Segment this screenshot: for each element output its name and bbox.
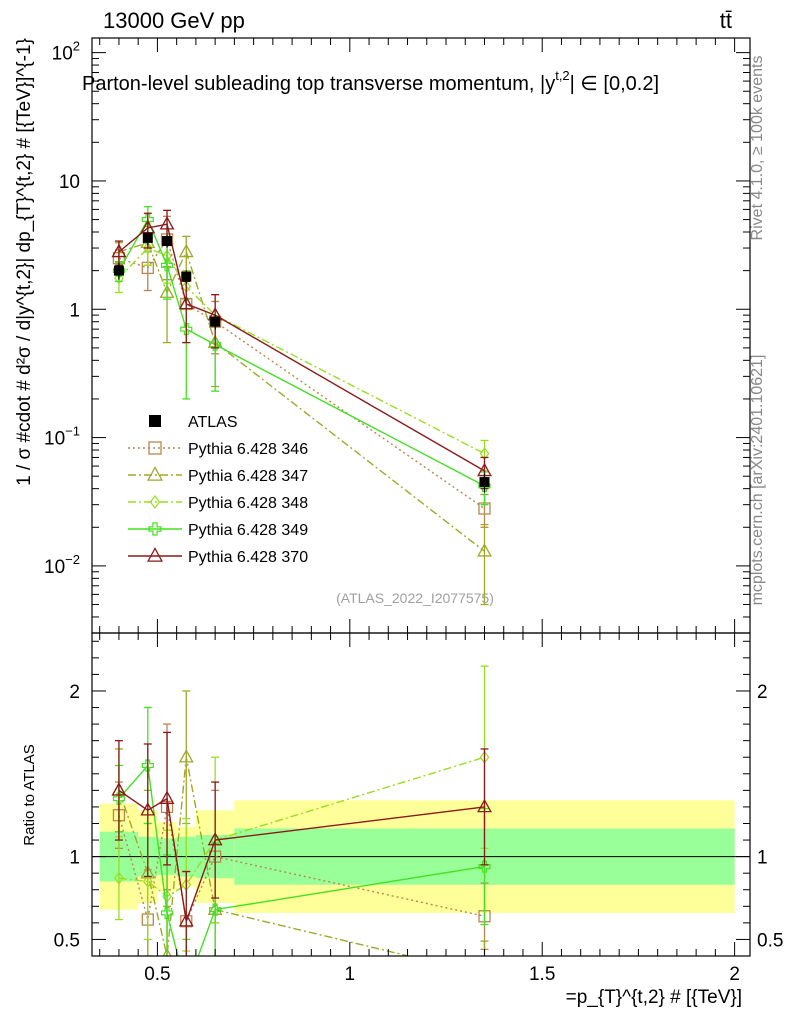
data-point [477, 543, 492, 557]
x-tick-label: 1.5 [529, 964, 555, 985]
data-point [142, 232, 153, 243]
data-point [162, 236, 173, 247]
plot-title-main: Parton-level subleading top transverse m… [82, 73, 555, 95]
series-line [118, 223, 485, 472]
plot-title-sup: t,2 [555, 68, 569, 83]
series-line [118, 237, 485, 510]
legend-marker [147, 466, 163, 481]
ratio-frame [91, 632, 751, 957]
data-point [111, 243, 127, 258]
y-tick-label: 10−2 [44, 552, 80, 578]
y-tick-exponent: −2 [65, 552, 80, 567]
series-4 [112, 206, 491, 506]
ratio-point [111, 782, 127, 796]
ratio-point [159, 790, 175, 804]
legend-marker [148, 441, 162, 455]
ratio-point [141, 759, 154, 772]
series-3 [114, 234, 490, 472]
data-point [159, 215, 175, 230]
y-axis-label: 1 / σ #cdot # d²σ / d|y^{t,2}| dp_{T}^{t… [14, 38, 35, 486]
y-tick-base: 10 [44, 557, 65, 578]
legend-marker [149, 495, 161, 509]
rivet-label: Rivet 4.1.0, ≥ 100k events [749, 56, 766, 241]
x-tick-label: 0.5 [144, 964, 170, 985]
ratio-panel [92, 665, 750, 995]
legend: ATLAS Pythia 6.428 346 Pythia 6.428 347 Pyt… [128, 414, 308, 566]
y-tick-base: 10 [52, 44, 73, 65]
ratio-point [181, 984, 192, 995]
series-atlas [113, 231, 490, 493]
series-line [118, 247, 485, 455]
ratio-tick-label-left: 2 [69, 682, 80, 703]
ratio-line [118, 789, 485, 922]
legend-marker [148, 522, 162, 536]
y-tick-label: 10−1 [44, 424, 80, 450]
ratio-point [209, 903, 222, 916]
ratio-tick-label-right: 0.5 [757, 930, 783, 951]
process-label: tt̄ [720, 8, 732, 33]
legend-marker-atlas [149, 415, 161, 427]
data-point [178, 295, 194, 310]
y-tick-exponent: 2 [73, 39, 80, 54]
ratio-point [178, 749, 194, 763]
y-tick-exponent: −1 [65, 424, 80, 439]
ratio-point [114, 871, 124, 885]
y-tick-label: 1 [69, 300, 80, 321]
data-point [178, 243, 194, 258]
data-point [142, 241, 153, 255]
data-point [180, 323, 193, 336]
ratio-tick-label-left: 1 [69, 848, 80, 869]
energy-label: 13000 GeV pp [103, 8, 245, 33]
legend-label: Pythia 6.428 347 [188, 468, 308, 485]
y-tick-label: 102 [52, 39, 80, 65]
ratio-y-axis-label: Ratio to ATLAS [21, 744, 38, 845]
ratio-series-5 [111, 731, 492, 956]
legend-label-atlas: ATLAS [188, 414, 238, 431]
ratio-point [178, 912, 194, 927]
ratio-point [140, 802, 156, 816]
series-line [118, 217, 485, 487]
plot-title-tail: | ∈ [0,0.2] [570, 73, 659, 95]
ratio-tick-label-right: 1 [757, 848, 768, 869]
data-point [160, 259, 174, 272]
data-point [113, 265, 124, 276]
main-frame [91, 37, 751, 634]
data-point [181, 271, 192, 282]
ratio-point [112, 792, 126, 805]
y-tick-label: 10 [59, 172, 80, 193]
data-point [210, 316, 221, 327]
legend-label: Pythia 6.428 349 [188, 522, 308, 539]
main-panel [111, 206, 492, 606]
data-point [114, 271, 124, 285]
legend-label: Pythia 6.428 348 [188, 495, 308, 512]
data-point [209, 338, 222, 351]
ratio-point [477, 798, 492, 813]
legend-marker [147, 547, 163, 562]
ratio-tick-label-left: 0.5 [54, 930, 80, 951]
mcplots-label: mcplots.cern.ch [arXiv:2401.10621] [749, 355, 766, 606]
ratio-point [160, 906, 174, 920]
ratio-point [478, 967, 491, 979]
legend-label: Pythia 6.428 370 [188, 549, 308, 566]
ratio-point [207, 831, 223, 846]
ratio-point [142, 874, 153, 888]
x-tick-label: 1 [345, 964, 356, 985]
analysis-tag: (ATLAS_2022_I2077575) [336, 590, 494, 606]
x-axis-label: =p_{T}^{t,2} # [{TeV}] [566, 987, 742, 1008]
plot-title: Parton-level subleading top transverse m… [82, 68, 659, 95]
data-point [479, 477, 490, 488]
ratio-point [162, 947, 172, 956]
y-tick-base: 10 [44, 429, 65, 450]
ratio-tick-label-right: 2 [757, 682, 768, 703]
x-tick-label: 2 [729, 964, 740, 985]
legend-label: Pythia 6.428 346 [188, 441, 308, 458]
ratio-line [118, 756, 485, 898]
